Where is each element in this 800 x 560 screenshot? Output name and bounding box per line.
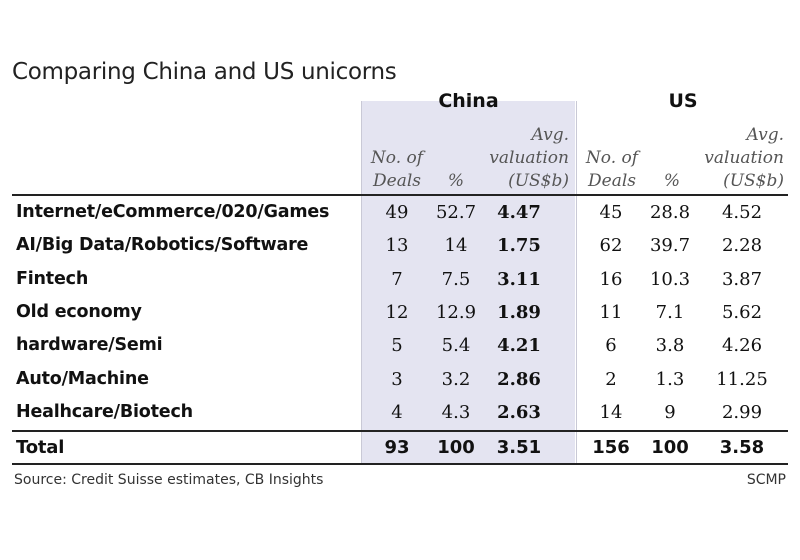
row-label: Fintech [16,268,89,289]
total-rule [12,430,788,432]
table-row: Internet/eCommerce/020/Games 49 52.7 4.47 45… [0,197,800,230]
us-pct-cell: 28.8 [649,202,691,223]
china-pct-cell: 7.5 [441,268,471,290]
row-label: Auto/Machine [16,368,149,389]
header-line: valuation [489,148,569,168]
china-deals-header: No. of Deals [362,123,432,193]
china-right-divider [576,101,577,463]
china-pct-cell: 14 [444,235,468,257]
us-pct-cell: 7.1 [655,301,685,323]
header-line: No. of [370,148,424,168]
china-pct-cell: 4.3 [441,401,471,423]
header-line: Deals [588,171,636,191]
china-deals-cell: 13 [385,235,409,257]
us-pct-cell: 39.7 [649,235,691,257]
us-pct-cell: 100 [651,437,689,458]
china-pct-cell: 52.7 [435,202,477,223]
header-line: (US$b) [723,171,784,191]
us-avg-cell: 5.62 [721,301,763,323]
header-line: Avg. [746,125,784,145]
china-deals-cell: 49 [385,202,409,223]
row-label: Internet/eCommerce/020/Games [16,202,330,222]
china-left-divider [361,101,362,463]
us-avg-cell: 4.52 [721,202,763,223]
china-deals-cell: 5 [391,335,403,357]
us-pct-cell: 3.8 [655,335,685,357]
china-pct-header: % [432,123,480,193]
bottom-rule [12,463,788,465]
china-avg-cell: 3.11 [497,268,541,290]
row-label: Healhcare/Biotech [16,401,193,422]
us-deals-header: No. of Deals [578,123,646,193]
china-pct-cell: 5.4 [441,335,471,357]
us-deals-cell: 2 [605,368,617,390]
header-line: (US$b) [508,171,569,191]
row-label: hardware/Semi [16,335,163,356]
us-avg-cell: 2.99 [721,401,763,423]
us-avg-cell: 4.26 [721,335,763,357]
total-row: Total 93 100 3.51 156 100 3.58 [0,432,800,465]
us-deals-cell: 14 [599,401,623,423]
publisher-credit: SCMP [746,472,786,488]
us-pct-cell: 10.3 [649,268,691,290]
group-header-us: US [668,90,698,112]
group-header-china: China [438,90,499,112]
header-line: % [447,171,465,191]
chart-title: Comparing China and US unicorns [12,59,397,85]
table-row: Auto/Machine 3 3.2 2.86 2 1.3 11.25 [0,364,800,397]
us-deals-cell: 6 [605,335,617,357]
us-deals-cell: 45 [599,202,623,223]
china-avg-cell: 2.86 [497,368,541,390]
table-row: hardware/Semi 5 5.4 4.21 6 3.8 4.26 [0,330,800,363]
us-deals-cell: 156 [592,437,630,458]
china-deals-cell: 93 [384,437,410,458]
china-avg-cell: 4.21 [497,335,541,357]
header-line: No. of [585,148,639,168]
china-avg-cell: 3.51 [496,437,542,458]
china-deals-cell: 7 [391,268,403,290]
header-rule [12,194,788,196]
total-label: Total [16,437,65,458]
china-avg-cell: 2.63 [497,401,541,423]
header-line: valuation [704,148,784,168]
table-row: Fintech 7 7.5 3.11 16 10.3 3.87 [0,264,800,297]
table-row: Old economy 12 12.9 1.89 11 7.1 5.62 [0,297,800,330]
us-avg-header: Avg. valuation (US$b) [690,123,788,193]
china-avg-cell: 4.47 [497,202,541,223]
table-row: AI/Big Data/Robotics/Software 13 14 1.75 62 3… [0,230,800,263]
china-avg-header: Avg. valuation (US$b) [478,123,575,193]
header-line: % [663,171,681,191]
us-pct-header: % [646,123,698,193]
china-avg-cell: 1.75 [497,235,541,257]
header-line: Deals [373,171,421,191]
header-line: Avg. [531,125,569,145]
us-avg-cell: 2.28 [721,235,763,257]
china-pct-cell: 3.2 [441,368,471,390]
us-avg-cell: 11.25 [716,368,768,390]
china-deals-cell: 12 [385,301,409,323]
us-avg-cell: 3.87 [721,268,763,290]
china-avg-cell: 1.89 [497,301,541,323]
table-row: Healhcare/Biotech 4 4.3 2.63 14 9 2.99 [0,397,800,430]
source-note: Source: Credit Suisse estimates, CB Insi… [14,472,324,488]
china-deals-cell: 4 [391,401,403,423]
row-label: Old economy [16,301,142,322]
row-label: AI/Big Data/Robotics/Software [16,235,309,256]
china-pct-cell: 100 [437,437,475,458]
us-deals-cell: 62 [599,235,623,257]
us-avg-cell: 3.58 [719,437,765,458]
us-pct-cell: 9 [664,401,676,423]
us-deals-cell: 16 [599,268,623,290]
china-deals-cell: 3 [391,368,403,390]
china-pct-cell: 12.9 [435,301,477,323]
us-deals-cell: 11 [599,301,623,323]
us-pct-cell: 1.3 [655,368,685,390]
china-column-shading [362,101,575,463]
